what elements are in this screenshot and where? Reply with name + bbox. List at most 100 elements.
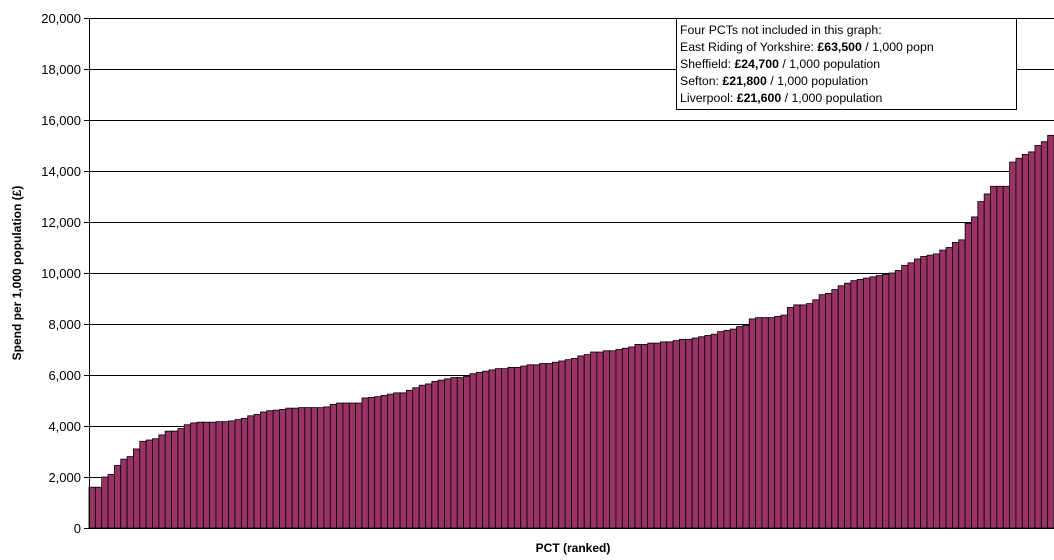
bar: [679, 338, 687, 529]
y-tick-labels: 0 2,000 4,000 6,000 8,000 10,000 12,000 14,000 1…: [41, 11, 89, 536]
bar: [202, 421, 211, 529]
bar: [729, 328, 737, 529]
bar: [190, 422, 198, 529]
bar: [507, 366, 515, 529]
bar: [171, 430, 179, 529]
y-tick-label: 4,000: [48, 419, 81, 434]
bar: [685, 338, 693, 529]
bar: [659, 341, 668, 529]
bar: [1021, 154, 1030, 529]
y-tick-label: 8,000: [48, 317, 81, 332]
bar: [907, 262, 915, 529]
bar: [266, 410, 274, 529]
bar: [298, 407, 306, 529]
bar: [152, 438, 160, 529]
bar: [825, 292, 833, 529]
annotation-line: East Riding of Yorkshire: £63,500 / 1,00…: [680, 39, 1012, 56]
bar: [94, 486, 103, 529]
bar: [437, 379, 445, 529]
bar: [456, 377, 464, 529]
bar: [964, 222, 972, 529]
bar: [412, 387, 420, 529]
bar: [393, 392, 401, 529]
bar: [990, 185, 998, 529]
bar: [780, 314, 788, 529]
annotation-line: Sheffield: £24,700 / 1,000 population: [680, 56, 1012, 73]
bar: [748, 318, 757, 529]
y-tick-label: 10,000: [41, 266, 81, 281]
bar: [799, 304, 807, 529]
bar: [399, 392, 407, 529]
bar: [1002, 185, 1010, 529]
bar: [260, 411, 268, 529]
bar: [818, 294, 826, 529]
bar: [386, 393, 395, 529]
bar: [463, 375, 471, 529]
annotation-unit: / 1,000 population: [766, 74, 869, 88]
bar: [1028, 151, 1036, 529]
bar: [786, 307, 795, 529]
bar: [901, 264, 909, 529]
bar: [1009, 161, 1017, 529]
bar: [621, 347, 630, 529]
bar: [774, 315, 782, 529]
bar: [837, 285, 845, 529]
bar: [374, 396, 382, 529]
bar: [564, 359, 572, 529]
bar: [894, 270, 903, 529]
bar: [971, 216, 979, 529]
bar: [323, 406, 331, 529]
bar: [513, 366, 522, 529]
bar: [831, 289, 839, 529]
bar: [628, 346, 636, 529]
bar: [717, 331, 725, 529]
bar: [1047, 134, 1054, 529]
bar: [666, 341, 674, 529]
annotation-value: £63,500: [817, 40, 862, 54]
bar: [939, 249, 947, 529]
bar: [158, 434, 166, 529]
annotation-pct: East Riding of Yorkshire:: [680, 40, 818, 54]
bar: [850, 280, 858, 529]
bar: [983, 193, 991, 529]
bar: [710, 333, 718, 529]
bar: [1015, 157, 1023, 529]
bar: [215, 421, 223, 529]
bar: [1034, 145, 1042, 529]
bar: [406, 389, 414, 529]
bar: [1040, 141, 1049, 529]
bar: [875, 275, 883, 529]
bar: [545, 363, 553, 529]
bar: [615, 349, 623, 529]
bar: [285, 407, 293, 529]
bar: [552, 361, 560, 529]
bar: [272, 409, 280, 529]
bar: [577, 355, 585, 529]
bar: [164, 430, 172, 529]
y-tick-label: 20,000: [41, 11, 81, 26]
bar: [977, 201, 985, 529]
bar: [558, 360, 566, 529]
bar: [571, 358, 579, 529]
bar: [609, 350, 617, 529]
annotation-value: £21,800: [722, 74, 767, 88]
annotation-unit: / 1,000 popn: [861, 40, 934, 54]
bar: [869, 276, 877, 529]
y-axis-title: Spend per 1,000 population (£): [10, 186, 24, 361]
bar: [806, 303, 814, 529]
bar: [279, 409, 287, 529]
bar: [761, 317, 769, 529]
bar: [336, 402, 344, 529]
bar: [844, 282, 852, 529]
bar: [653, 342, 661, 529]
bar: [348, 402, 357, 529]
bar: [742, 324, 750, 529]
bar: [240, 417, 249, 529]
bar: [469, 373, 477, 529]
bar: [361, 397, 369, 529]
y-tick-label: 16,000: [41, 113, 81, 128]
bar: [329, 403, 337, 529]
y-tick-label: 18,000: [41, 62, 81, 77]
bar: [291, 407, 299, 529]
